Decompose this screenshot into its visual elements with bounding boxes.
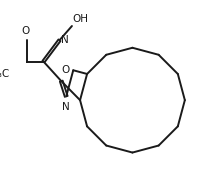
Text: N: N <box>62 102 70 112</box>
Text: O: O <box>22 26 30 36</box>
Text: O: O <box>61 65 70 75</box>
Text: N: N <box>61 35 69 45</box>
Text: H₃C: H₃C <box>0 69 9 79</box>
Text: OH: OH <box>73 14 89 24</box>
